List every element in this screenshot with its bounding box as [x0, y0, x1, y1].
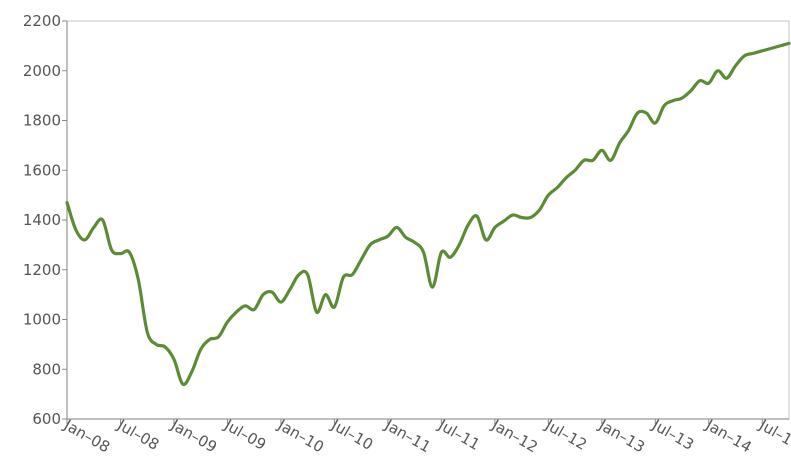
x-tick-label: Jul–09 [221, 415, 270, 453]
x-tick-label: Jan–08 [60, 415, 113, 456]
x-axis: Jan–08 Jul–08 Jan–09 Jul–09 Jan–10 Jul–10 Jan–… [60, 415, 791, 456]
x-tick-label: Jan–14 [702, 415, 755, 456]
x-tick-label: Jul–10 [328, 415, 377, 453]
series-group [65, 41, 791, 387]
x-tick-label: Jan–13 [595, 415, 648, 456]
y-tick-label: 1000 [23, 311, 61, 329]
x-tick-label: Jul–13 [648, 415, 697, 453]
y-tick-label: 600 [32, 410, 61, 428]
y-tick-label: 2000 [23, 62, 61, 80]
y-tick-label: 1600 [23, 161, 61, 179]
x-tick-label: Jan–09 [167, 415, 220, 456]
y-tick-label: 1400 [23, 211, 61, 229]
y-tick-label: 1200 [23, 261, 61, 279]
x-tick-label: Jan–12 [488, 415, 541, 456]
x-tick-label: Jan–10 [274, 415, 327, 456]
y-tick-label: 1800 [23, 112, 61, 130]
y-axis: 600 800 1000 1200 1400 1600 1800 2000 2200 [23, 12, 67, 428]
x-tick-label: Jul–14 [755, 415, 791, 453]
x-tick-label: Jul–08 [114, 415, 163, 453]
y-tick-label: 2200 [23, 12, 61, 30]
y-tick-label: 800 [32, 360, 61, 378]
x-tick-label: Jul–11 [435, 415, 484, 453]
x-tick-label: Jul–12 [541, 415, 590, 453]
x-tick-label: Jan–11 [381, 415, 434, 456]
series-line-0 [65, 41, 791, 387]
